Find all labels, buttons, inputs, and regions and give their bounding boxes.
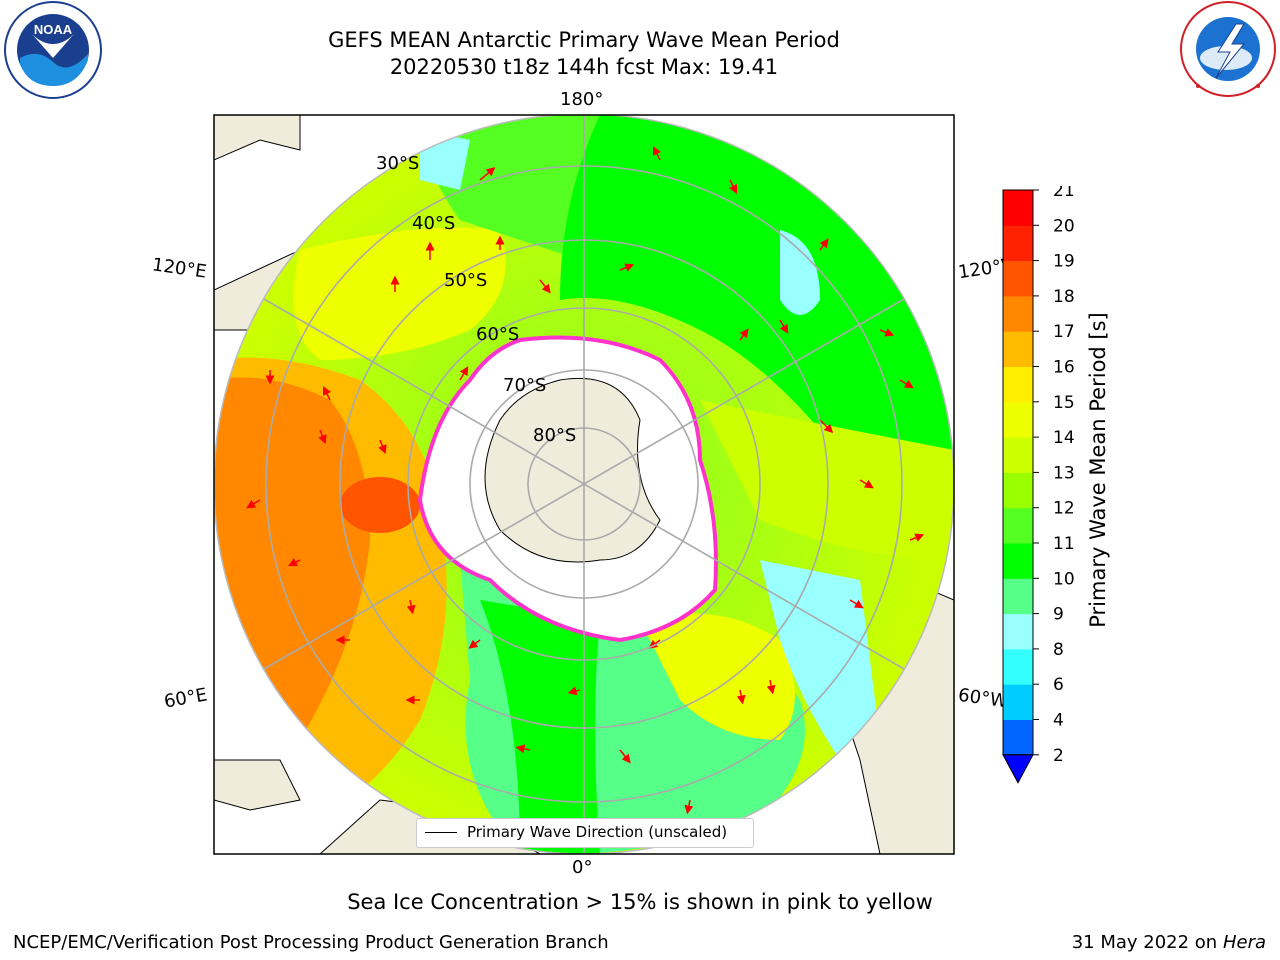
colorbar-segment <box>1003 401 1033 438</box>
lat-label-80s: 80°S <box>533 425 577 446</box>
sea-ice-note: Sea Ice Concentration > 15% is shown in … <box>347 890 933 914</box>
colorbar-segment <box>1003 190 1033 226</box>
colorbar-tick-label: 9 <box>1053 605 1064 625</box>
lat-label-30s: 30°S <box>376 153 420 174</box>
lat-label-60s: 60°S <box>476 324 520 345</box>
colorbar-segment <box>1003 578 1033 615</box>
colorbar-tick-label: 2 <box>1053 746 1064 766</box>
lon-label-180: 180° <box>560 89 604 110</box>
credit-text: NCEP/EMC/Verification Post Processing Pr… <box>13 932 609 953</box>
colorbar-tick-label: 20 <box>1053 216 1075 236</box>
colorbar-tick-label: 16 <box>1053 358 1075 378</box>
run-date: 31 May 2022 on Hera <box>1072 932 1266 953</box>
map-legend: Primary Wave Direction (unscaled) <box>416 818 754 848</box>
graticule <box>214 115 954 854</box>
lat-label-40s: 40°S <box>412 213 456 234</box>
wave-direction-arrows <box>246 145 925 815</box>
colorbar-segment <box>1003 719 1033 756</box>
colorbar-segment <box>1003 543 1033 579</box>
colorbar-segment <box>1003 366 1033 403</box>
run-date-text: 31 May 2022 on <box>1071 932 1218 953</box>
colorbar-tick-label: 8 <box>1053 640 1064 660</box>
run-host: Hera <box>1222 932 1266 953</box>
colorbar-tick-label: 12 <box>1053 499 1075 519</box>
noaa-logo-text: NOAA <box>34 22 73 37</box>
colorbar-segment <box>1003 295 1033 332</box>
colorbar-label: Primary Wave Mean Period [s] <box>1086 312 1110 628</box>
colorbar-tick-label: 13 <box>1053 463 1075 483</box>
colorbar-tick-label: 18 <box>1053 287 1075 307</box>
colorbar-tick-label: 17 <box>1053 322 1075 342</box>
colorbar-segment <box>1003 437 1033 473</box>
colorbar-segment <box>1003 472 1033 509</box>
colorbar-segment <box>1003 648 1033 685</box>
colorbar-segment <box>1003 507 1033 544</box>
colorbar-segment <box>1003 613 1033 650</box>
colorbar-segment <box>1003 260 1033 297</box>
legend-line-swatch <box>425 832 457 833</box>
colorbar-tick-label: 14 <box>1053 428 1075 448</box>
lat-label-50s: 50°S <box>444 270 488 291</box>
colorbar-tick-label: 6 <box>1053 675 1064 695</box>
colorbar-tick-label: 19 <box>1053 252 1075 272</box>
lat-label-70s: 70°S <box>503 375 547 396</box>
noaa-logo: NOAA <box>2 0 104 106</box>
colorbar-extend-triangle <box>1002 754 1034 784</box>
colorbar-segment <box>1003 684 1033 720</box>
colorbar-tick-label: 10 <box>1053 569 1075 589</box>
lon-label-0: 0° <box>572 857 593 878</box>
colorbar-tick-label: 4 <box>1053 711 1064 731</box>
colorbar-segment <box>1003 225 1033 262</box>
wave-period-map <box>213 114 955 855</box>
colorbar-tick-label: 21 <box>1053 186 1075 201</box>
colorbar-tick-label: 15 <box>1053 393 1075 413</box>
colorbar: 2 4 6 8 9 10 11 12 13 14 15 16 17 18 19 20 21 <box>1002 186 1075 784</box>
chart-subtitle: 20220530 t18z 144h fcst Max: 19.41 <box>389 55 779 79</box>
colorbar-segment <box>1003 331 1033 367</box>
legend-label: Primary Wave Direction (unscaled) <box>467 823 728 841</box>
colorbar-tick-label: 11 <box>1053 534 1075 554</box>
nws-logo <box>1178 0 1278 104</box>
chart-title: GEFS MEAN Antarctic Primary Wave Mean Pe… <box>328 28 840 52</box>
